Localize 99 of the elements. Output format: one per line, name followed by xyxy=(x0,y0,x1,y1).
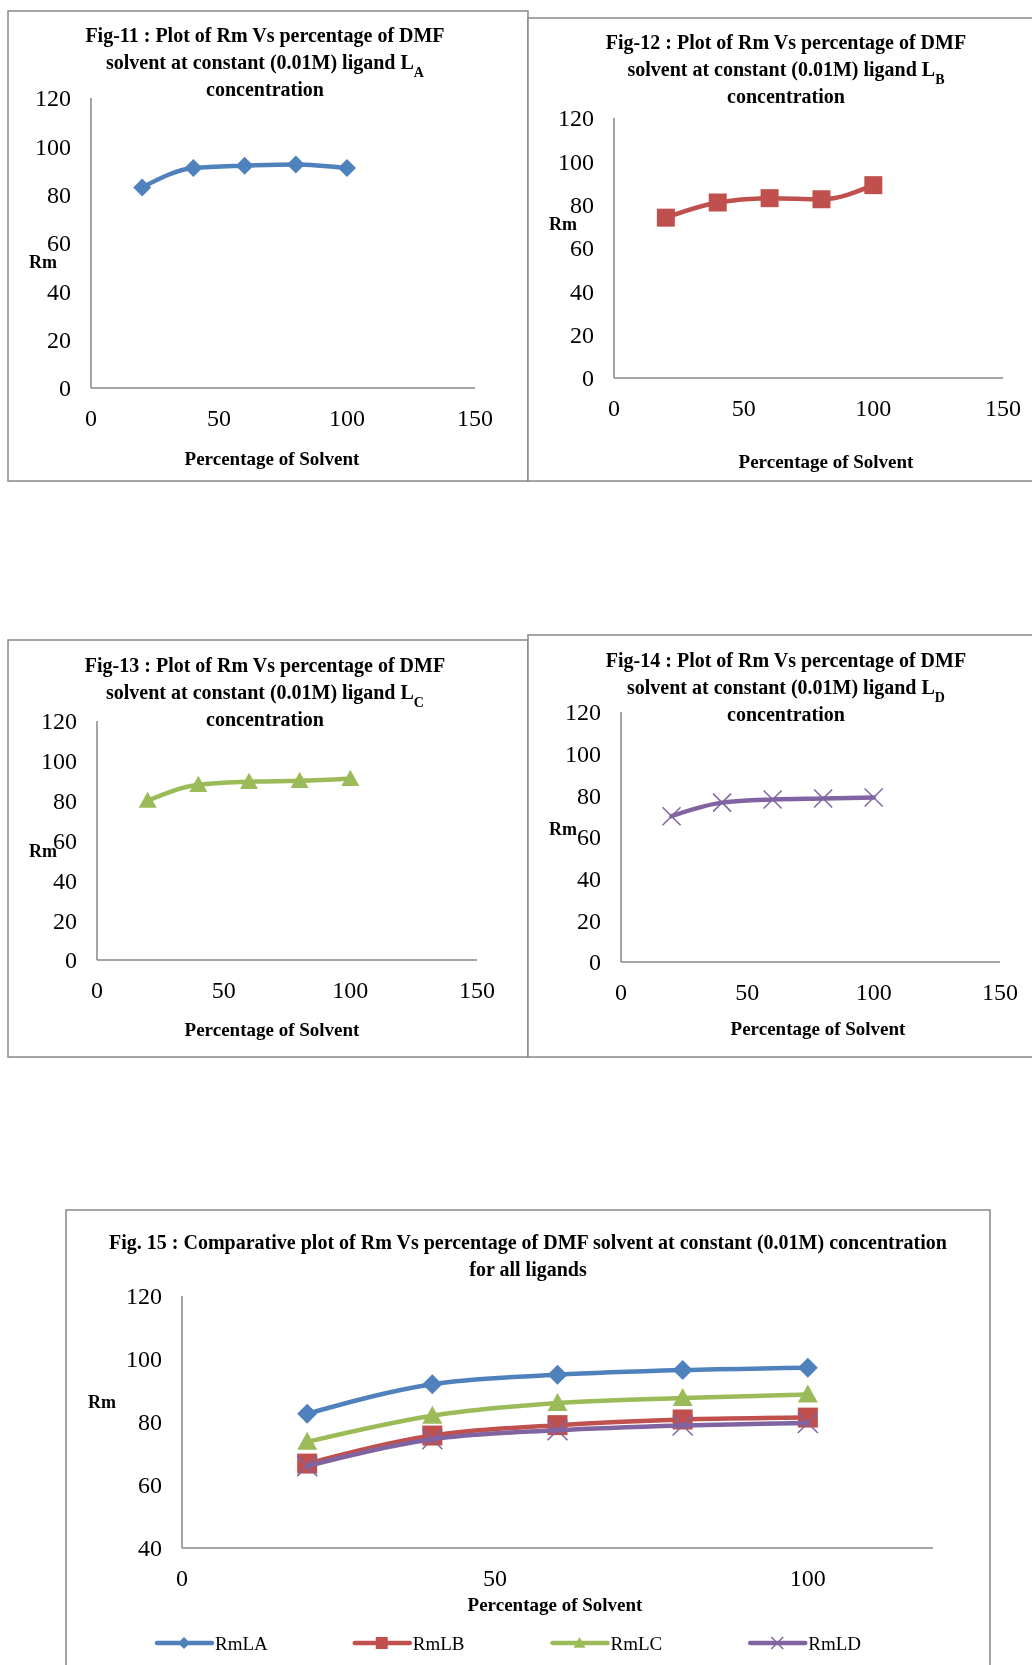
chart-title: Fig. 15 : Comparative plot of Rm Vs percentage of DMF solvent at constant (0.01M) concentration for all ligands xyxy=(109,1231,947,1281)
x-tick-label: 0 xyxy=(615,979,627,1005)
y-tick-label: 20 xyxy=(577,907,601,934)
x-axis-title: Percentage of Solvent xyxy=(184,1019,361,1040)
y-tick-label: 20 xyxy=(53,907,77,934)
y-tick-label: 60 xyxy=(138,1472,162,1499)
x-tick-label: 100 xyxy=(855,979,892,1005)
point xyxy=(133,178,152,197)
x-tick-label: 0 xyxy=(176,1565,188,1591)
x-tick-label: 50 xyxy=(211,977,236,1003)
point xyxy=(421,1428,444,1451)
y-tick-label: 60 xyxy=(577,824,601,851)
x-tick-label: 50 xyxy=(482,1565,507,1591)
chart-title: Fig-12 : Plot of Rm Vs percentage of DMF solvent at constant (0.01M) ligand L$_{B}$ concentration xyxy=(605,31,967,107)
point xyxy=(422,1405,443,1424)
x-tick-label: 100 xyxy=(789,1565,826,1591)
point xyxy=(661,806,682,826)
x-tick-label: 100 xyxy=(332,977,369,1003)
y-tick-label: 100 xyxy=(41,748,77,775)
y-tick-label: 40 xyxy=(577,866,601,893)
y-tick-label: 120 xyxy=(41,708,77,735)
point xyxy=(286,155,305,174)
point xyxy=(760,189,779,208)
x-tick-label: 50 xyxy=(731,395,756,421)
y-tick-label: 120 xyxy=(126,1283,162,1310)
y-axis-title: Rm xyxy=(549,819,577,839)
legend-label: RmLC xyxy=(610,1632,663,1654)
y-tick-label: 0 xyxy=(65,947,77,974)
point xyxy=(863,787,884,808)
y-tick-label: 0 xyxy=(582,365,594,392)
point xyxy=(341,769,360,786)
legend-label: RmLD xyxy=(808,1632,862,1654)
y-tick-label: 80 xyxy=(53,788,77,815)
point xyxy=(708,193,727,212)
point xyxy=(712,792,732,813)
y-tick-label: 100 xyxy=(565,741,601,768)
chart-title: Fig-13 : Plot of Rm Vs percentage of DMF solvent at constant (0.01M) ligand L$_{C}$ concentration xyxy=(84,654,446,730)
y-tick-label: 120 xyxy=(565,699,601,726)
point xyxy=(671,1414,694,1437)
x-tick-label: 50 xyxy=(207,405,231,431)
x-axis-title: Percentage of Solvent xyxy=(730,1018,907,1039)
point xyxy=(797,1384,818,1403)
y-tick-label: 40 xyxy=(570,278,594,305)
point xyxy=(338,159,356,178)
point xyxy=(290,771,309,788)
y-tick-label: 0 xyxy=(589,949,601,976)
x-axis-title: Percentage of Solvent xyxy=(184,448,361,469)
point xyxy=(656,208,675,227)
x-tick-label: 0 xyxy=(85,405,97,431)
point xyxy=(672,1360,693,1381)
point xyxy=(672,1388,693,1407)
x-tick-label: 100 xyxy=(329,405,365,431)
y-tick-label: 40 xyxy=(47,278,71,305)
y-axis-title: Rm xyxy=(88,1392,116,1412)
y-tick-label: 40 xyxy=(53,867,77,894)
x-tick-label: 100 xyxy=(855,395,892,421)
y-tick-label: 0 xyxy=(59,375,71,402)
point xyxy=(422,1374,443,1395)
y-tick-label: 120 xyxy=(35,85,71,112)
point xyxy=(762,789,783,810)
point xyxy=(184,159,203,178)
x-tick-label: 50 xyxy=(735,979,760,1005)
point xyxy=(189,775,208,792)
point xyxy=(546,1419,569,1441)
point xyxy=(547,1393,568,1412)
y-tick-label: 100 xyxy=(35,133,71,160)
point xyxy=(813,788,833,809)
y-tick-label: 20 xyxy=(47,327,71,354)
point xyxy=(547,1364,568,1385)
y-tick-label: 100 xyxy=(126,1346,162,1373)
point xyxy=(297,1403,318,1424)
y-tick-label: 20 xyxy=(570,322,594,349)
chart-title: Fig-14 : Plot of Rm Vs percentage of DMF solvent at constant (0.01M) ligand L$_{D}$ concentration xyxy=(605,649,967,725)
y-tick-label: 60 xyxy=(570,235,594,262)
x-tick-label: 150 xyxy=(982,979,1018,1005)
x-tick-label: 150 xyxy=(985,395,1021,421)
y-tick-label: 100 xyxy=(558,148,594,175)
x-tick-label: 0 xyxy=(608,395,620,421)
point xyxy=(138,791,157,808)
x-tick-label: 150 xyxy=(457,405,493,431)
point xyxy=(240,772,258,789)
x-axis-title: Percentage of Solvent xyxy=(467,1594,644,1615)
point xyxy=(797,1412,819,1434)
y-tick-label: 80 xyxy=(138,1409,162,1436)
y-tick-label: 40 xyxy=(138,1535,162,1562)
y-tick-label: 80 xyxy=(577,782,601,809)
legend-label: RmLA xyxy=(215,1632,269,1654)
x-tick-label: 150 xyxy=(459,977,495,1003)
point xyxy=(864,176,883,195)
y-tick-label: 80 xyxy=(47,182,71,209)
point xyxy=(797,1357,818,1378)
point xyxy=(297,1431,318,1450)
legend-label: RmLB xyxy=(412,1632,465,1654)
chart-title: Fig-11 : Plot of Rm Vs percentage of DMF solvent at constant (0.01M) ligand L$_{A}$ concentration xyxy=(85,24,445,100)
x-tick-label: 0 xyxy=(91,977,103,1003)
point xyxy=(235,156,254,175)
x-axis-title: Percentage of Solvent xyxy=(738,451,915,472)
point xyxy=(812,190,831,209)
y-tick-label: 120 xyxy=(558,105,594,132)
